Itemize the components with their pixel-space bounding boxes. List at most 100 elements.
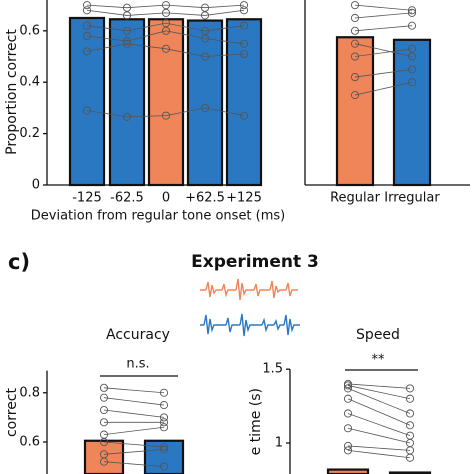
subject-point <box>161 26 171 35</box>
subject-line <box>354 12 413 19</box>
subject-line <box>103 409 165 418</box>
subject-line <box>354 81 413 96</box>
subject-line <box>86 30 245 45</box>
subject-line <box>347 383 411 389</box>
subject-point <box>405 421 415 430</box>
subject-point <box>405 409 415 418</box>
subject-point <box>350 39 360 48</box>
subject-point <box>159 413 169 422</box>
subject-point <box>159 445 169 454</box>
subject-point <box>200 11 210 20</box>
subject-point <box>405 453 415 462</box>
subject-point <box>82 47 92 56</box>
subject-point <box>239 39 249 48</box>
y-tick-label: 0.8 <box>19 385 40 400</box>
subject-line <box>86 107 245 118</box>
y-tick-label: 1 <box>275 436 283 451</box>
subject-point <box>159 442 169 451</box>
y-tick-label: 0.2 <box>19 126 40 141</box>
x-tick-label: -62.5 <box>110 191 144 206</box>
subject-point <box>161 1 171 10</box>
subject-point <box>239 111 249 120</box>
subject-point <box>343 441 353 451</box>
subject-point <box>122 37 132 46</box>
subject-point <box>343 384 353 393</box>
y-tick-label: 0.6 <box>19 434 40 449</box>
subject-point <box>407 78 417 87</box>
subject-point <box>82 6 92 15</box>
subject-line <box>354 48 413 57</box>
y-axis-label: e time (s) <box>248 388 264 455</box>
subject-point <box>159 423 169 432</box>
significance-label: n.s. <box>126 357 149 372</box>
waveform-regular <box>200 278 298 301</box>
x-tick-label: +125 <box>226 191 262 206</box>
subject-point <box>200 34 210 43</box>
subject-line <box>354 68 413 78</box>
subject-line <box>347 413 411 436</box>
y-tick-label: 0.6 <box>19 23 40 38</box>
bar <box>225 18 263 187</box>
subject-point <box>122 112 132 121</box>
bar <box>326 468 370 474</box>
subject-point <box>407 44 417 53</box>
bar <box>392 38 432 187</box>
subject-point <box>200 26 210 35</box>
subject-line <box>347 398 411 426</box>
subject-point <box>122 11 132 20</box>
y-tick-label: 0.4 <box>19 75 40 90</box>
subject-line <box>347 427 411 444</box>
subject-point <box>343 394 353 403</box>
subject-line <box>354 25 413 32</box>
significance-label: ** <box>372 353 386 368</box>
subject-point <box>350 73 360 82</box>
subject-point <box>122 3 132 12</box>
subject-point <box>99 418 109 427</box>
subject-point <box>350 52 360 61</box>
subject-point <box>405 384 415 393</box>
subject-point <box>161 44 171 53</box>
subject-line <box>103 441 165 448</box>
subject-point <box>99 405 109 415</box>
bar <box>147 18 185 187</box>
figure-title: Experiment 3 <box>191 252 319 272</box>
x-tick-label: Regular <box>330 191 381 206</box>
subject-point <box>407 8 417 17</box>
subject-line <box>347 385 411 400</box>
subject-point <box>407 52 417 61</box>
subject-point <box>343 446 353 455</box>
subject-point <box>161 8 171 17</box>
subject-point <box>159 388 169 397</box>
subject-point <box>82 1 92 10</box>
subject-point <box>407 21 417 30</box>
subject-point <box>200 3 210 12</box>
bar <box>335 36 375 187</box>
subject-point <box>239 1 249 10</box>
subject-point <box>82 106 92 115</box>
subject-point <box>350 13 360 23</box>
bar <box>83 439 125 474</box>
subject-point <box>350 91 360 100</box>
x-tick-label: +62.5 <box>185 191 225 206</box>
subject-point <box>122 26 132 35</box>
subject-point <box>350 26 360 35</box>
subject-point <box>350 1 360 10</box>
subject-point <box>82 31 92 41</box>
subject-point <box>239 21 249 30</box>
bar <box>68 16 106 187</box>
subject-point <box>200 52 210 61</box>
subject-point <box>407 65 417 74</box>
subject-line <box>354 43 413 57</box>
chart-title: Speed <box>356 327 400 343</box>
subject-point <box>99 393 109 402</box>
bar <box>108 18 146 187</box>
panel-label: c) <box>8 250 30 274</box>
subject-point <box>405 394 415 403</box>
subject-line <box>86 9 245 16</box>
subject-line <box>103 448 165 455</box>
subject-line <box>347 388 411 414</box>
subject-point <box>239 6 249 15</box>
subject-line <box>103 461 165 468</box>
subject-point <box>159 401 169 410</box>
